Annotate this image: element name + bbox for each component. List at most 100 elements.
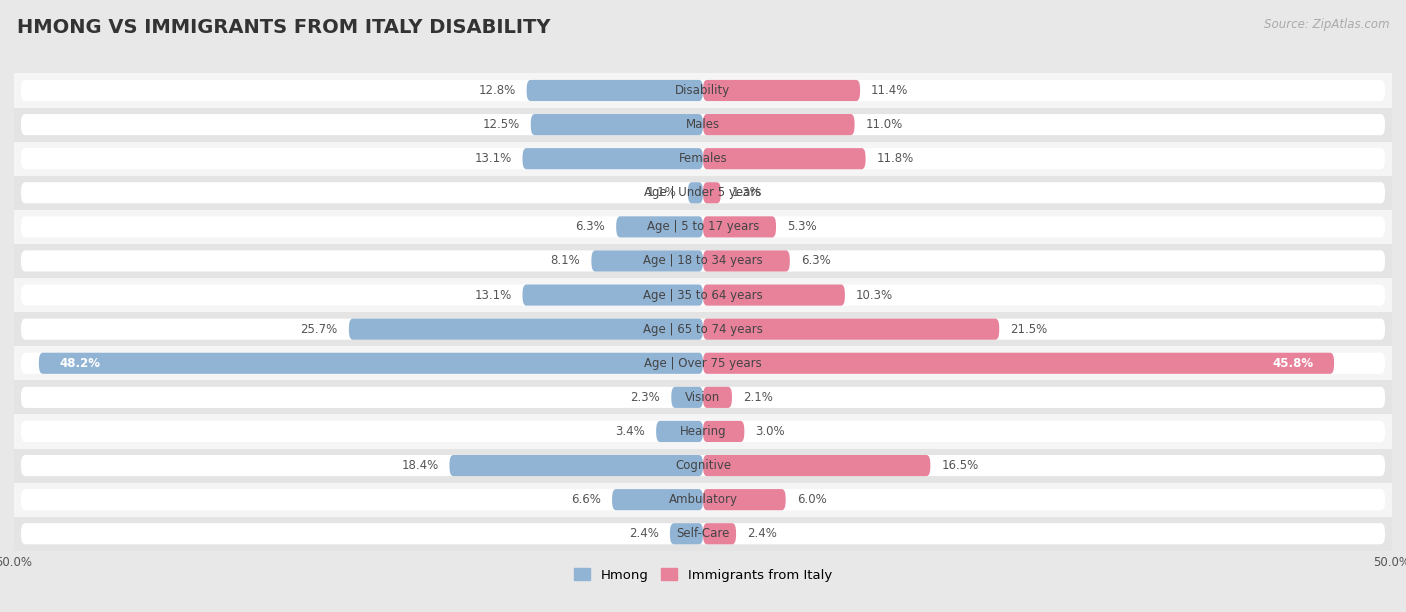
Text: 6.0%: 6.0% [797, 493, 827, 506]
Text: 2.4%: 2.4% [747, 528, 778, 540]
FancyBboxPatch shape [21, 216, 1385, 237]
FancyBboxPatch shape [703, 114, 855, 135]
Text: 13.1%: 13.1% [474, 152, 512, 165]
FancyBboxPatch shape [21, 455, 1385, 476]
Bar [14, 346, 1392, 380]
Text: Ambulatory: Ambulatory [668, 493, 738, 506]
Legend: Hmong, Immigrants from Italy: Hmong, Immigrants from Italy [568, 563, 838, 587]
Text: HMONG VS IMMIGRANTS FROM ITALY DISABILITY: HMONG VS IMMIGRANTS FROM ITALY DISABILIT… [17, 18, 550, 37]
FancyBboxPatch shape [703, 148, 866, 170]
FancyBboxPatch shape [531, 114, 703, 135]
FancyBboxPatch shape [21, 353, 1385, 374]
FancyBboxPatch shape [21, 80, 1385, 101]
Bar [14, 449, 1392, 483]
FancyBboxPatch shape [703, 285, 845, 305]
Text: 5.3%: 5.3% [787, 220, 817, 233]
Bar [14, 278, 1392, 312]
Bar [14, 210, 1392, 244]
Bar [14, 380, 1392, 414]
FancyBboxPatch shape [688, 182, 703, 203]
Text: 2.3%: 2.3% [630, 391, 661, 404]
FancyBboxPatch shape [523, 148, 703, 170]
Text: 45.8%: 45.8% [1272, 357, 1313, 370]
Bar [14, 414, 1392, 449]
Text: 18.4%: 18.4% [401, 459, 439, 472]
Text: Females: Females [679, 152, 727, 165]
FancyBboxPatch shape [703, 182, 721, 203]
Text: 13.1%: 13.1% [474, 289, 512, 302]
Text: Age | 5 to 17 years: Age | 5 to 17 years [647, 220, 759, 233]
Text: Source: ZipAtlas.com: Source: ZipAtlas.com [1264, 18, 1389, 31]
FancyBboxPatch shape [616, 216, 703, 237]
FancyBboxPatch shape [21, 387, 1385, 408]
FancyBboxPatch shape [21, 489, 1385, 510]
FancyBboxPatch shape [450, 455, 703, 476]
Bar [14, 108, 1392, 141]
FancyBboxPatch shape [527, 80, 703, 101]
FancyBboxPatch shape [21, 285, 1385, 305]
Text: 12.5%: 12.5% [482, 118, 520, 131]
Bar [14, 141, 1392, 176]
Bar [14, 176, 1392, 210]
Text: 11.0%: 11.0% [866, 118, 903, 131]
FancyBboxPatch shape [703, 250, 790, 272]
Text: Hearing: Hearing [679, 425, 727, 438]
Text: 11.4%: 11.4% [872, 84, 908, 97]
Text: Vision: Vision [685, 391, 721, 404]
FancyBboxPatch shape [703, 353, 1334, 374]
FancyBboxPatch shape [703, 523, 737, 544]
FancyBboxPatch shape [703, 387, 733, 408]
Text: Self-Care: Self-Care [676, 528, 730, 540]
Text: 11.8%: 11.8% [876, 152, 914, 165]
Text: 3.0%: 3.0% [755, 425, 785, 438]
FancyBboxPatch shape [21, 148, 1385, 170]
Text: 6.3%: 6.3% [575, 220, 605, 233]
FancyBboxPatch shape [21, 421, 1385, 442]
Text: Cognitive: Cognitive [675, 459, 731, 472]
Bar [14, 312, 1392, 346]
FancyBboxPatch shape [671, 387, 703, 408]
Text: Males: Males [686, 118, 720, 131]
Text: 6.3%: 6.3% [801, 255, 831, 267]
Text: 21.5%: 21.5% [1011, 323, 1047, 335]
Text: 10.3%: 10.3% [856, 289, 893, 302]
Text: 25.7%: 25.7% [301, 323, 337, 335]
Text: 2.4%: 2.4% [628, 528, 659, 540]
FancyBboxPatch shape [592, 250, 703, 272]
Text: 1.1%: 1.1% [647, 186, 676, 200]
Text: 6.6%: 6.6% [571, 493, 600, 506]
FancyBboxPatch shape [39, 353, 703, 374]
Text: 16.5%: 16.5% [942, 459, 979, 472]
FancyBboxPatch shape [21, 114, 1385, 135]
FancyBboxPatch shape [657, 421, 703, 442]
FancyBboxPatch shape [612, 489, 703, 510]
FancyBboxPatch shape [703, 319, 1000, 340]
Text: Age | Over 75 years: Age | Over 75 years [644, 357, 762, 370]
Text: 8.1%: 8.1% [551, 255, 581, 267]
Text: Age | 35 to 64 years: Age | 35 to 64 years [643, 289, 763, 302]
Text: Age | 18 to 34 years: Age | 18 to 34 years [643, 255, 763, 267]
Text: 1.3%: 1.3% [733, 186, 762, 200]
Text: Disability: Disability [675, 84, 731, 97]
Text: Age | Under 5 years: Age | Under 5 years [644, 186, 762, 200]
FancyBboxPatch shape [21, 523, 1385, 544]
Text: 3.4%: 3.4% [616, 425, 645, 438]
FancyBboxPatch shape [21, 250, 1385, 272]
Bar [14, 517, 1392, 551]
Text: Age | 65 to 74 years: Age | 65 to 74 years [643, 323, 763, 335]
FancyBboxPatch shape [703, 216, 776, 237]
Bar [14, 73, 1392, 108]
FancyBboxPatch shape [703, 489, 786, 510]
Text: 48.2%: 48.2% [59, 357, 101, 370]
FancyBboxPatch shape [703, 80, 860, 101]
Text: 12.8%: 12.8% [478, 84, 516, 97]
Text: 2.1%: 2.1% [742, 391, 773, 404]
FancyBboxPatch shape [703, 421, 744, 442]
FancyBboxPatch shape [703, 455, 931, 476]
FancyBboxPatch shape [523, 285, 703, 305]
FancyBboxPatch shape [21, 182, 1385, 203]
FancyBboxPatch shape [349, 319, 703, 340]
Bar [14, 483, 1392, 517]
FancyBboxPatch shape [21, 319, 1385, 340]
Bar [14, 244, 1392, 278]
